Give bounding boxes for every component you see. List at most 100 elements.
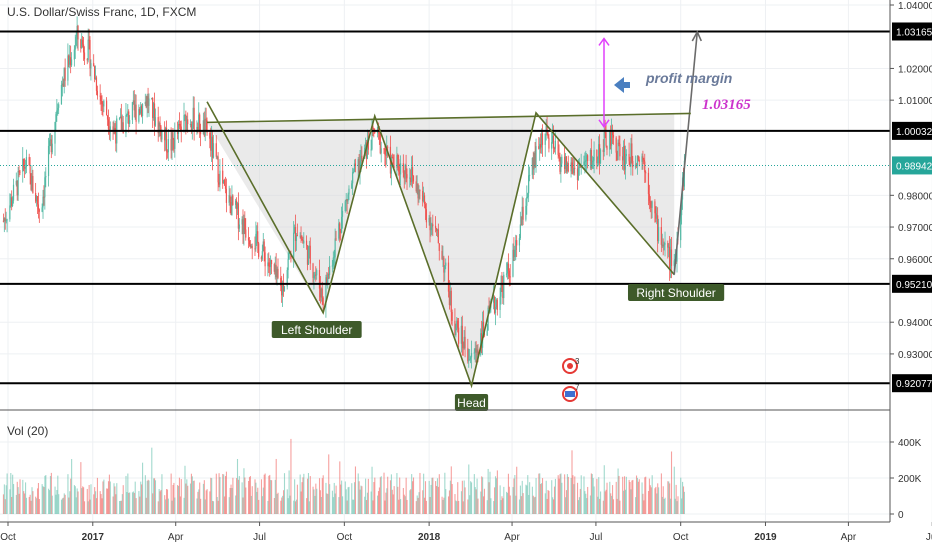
candle-body: [37, 204, 40, 210]
volume-bar: [635, 497, 637, 514]
volume-bar: [617, 468, 619, 514]
volume-bar: [483, 488, 486, 514]
volume-bar: [294, 479, 296, 514]
candle-body: [438, 243, 440, 251]
candle-body: [206, 120, 208, 133]
volume-bar: [177, 485, 180, 514]
volume-bar: [43, 487, 45, 514]
candle-body: [36, 196, 39, 205]
candle-body: [346, 199, 348, 202]
volume-bar: [383, 472, 385, 514]
candle-body: [215, 143, 217, 157]
volume-bar: [23, 491, 25, 514]
volume-bar: [431, 477, 433, 514]
candle-body: [409, 177, 411, 179]
volume-bar: [302, 477, 304, 514]
volume-bar: [295, 499, 298, 514]
volume-bar: [101, 498, 103, 514]
volume-bar: [480, 491, 482, 514]
volume-bar: [435, 485, 438, 514]
candle-body: [534, 152, 536, 167]
volume-bar: [654, 488, 656, 514]
candle-body: [571, 162, 573, 168]
candle-body: [505, 273, 508, 275]
volume-bar: [36, 498, 38, 514]
candle-body: [418, 190, 420, 199]
candle-body: [327, 274, 329, 284]
candle-body: [236, 203, 239, 209]
time-tick-label: Oct: [673, 532, 689, 543]
candle-body: [118, 118, 121, 120]
volume-bar: [522, 493, 524, 514]
volume-bar: [683, 491, 685, 514]
event-count-2: 7: [575, 383, 580, 392]
volume-bar: [393, 486, 395, 514]
volume-bar: [565, 497, 567, 514]
volume-bar: [520, 496, 522, 514]
volume-bar: [48, 490, 51, 514]
candle-body: [374, 131, 376, 134]
volume-bar: [250, 495, 252, 514]
volume-bar: [138, 491, 140, 514]
candle-body: [533, 152, 535, 170]
volume-bar: [271, 480, 273, 514]
candle-body: [512, 249, 514, 277]
candle-body: [655, 213, 657, 219]
candle-body: [185, 114, 187, 131]
volume-bar: [331, 490, 333, 514]
volume-bar: [106, 488, 108, 514]
volume-tick-label: 400K: [898, 438, 922, 449]
candle-body: [42, 196, 44, 208]
candle-body: [436, 229, 439, 231]
volume-bar: [112, 496, 114, 514]
candle-body: [73, 49, 75, 60]
volume-bar: [482, 477, 484, 514]
volume-bar: [638, 479, 640, 514]
volume-bar: [249, 476, 251, 514]
volume-bar: [126, 492, 128, 514]
candle-body: [153, 103, 156, 126]
volume-axis: 400K 200K 0: [890, 438, 922, 521]
candle-body: [205, 118, 207, 121]
volume-bar: [561, 482, 563, 514]
candle-body: [19, 171, 21, 173]
volume-bar: [566, 474, 568, 514]
volume-bar: [328, 454, 330, 514]
candle-body: [622, 156, 624, 161]
volume-bar: [467, 499, 469, 514]
volume-bar: [58, 494, 60, 514]
volume-bar: [210, 477, 212, 514]
candle-body: [232, 195, 234, 205]
volume-bar: [229, 488, 231, 514]
candle-body: [141, 104, 144, 117]
volume-bar: [306, 498, 308, 514]
candle-body: [649, 200, 651, 203]
volume-bar: [573, 484, 575, 514]
breakout-arrowhead: [691, 30, 703, 42]
candle-body: [516, 240, 518, 246]
candle-body: [199, 131, 202, 135]
volume-bar: [295, 501, 297, 514]
candle-body: [164, 127, 167, 141]
candle-body: [399, 171, 401, 175]
candle-body: [256, 231, 258, 234]
candle-body: [251, 245, 253, 249]
candle-body: [6, 219, 8, 221]
candle-body: [67, 55, 69, 81]
volume-bar: [564, 474, 566, 514]
volume-bar: [548, 490, 550, 514]
volume-bar: [604, 491, 606, 514]
candle-body: [75, 36, 77, 46]
candle-body: [322, 297, 324, 306]
candle-body: [404, 164, 406, 179]
volume-bar: [199, 482, 201, 514]
candle-body: [281, 285, 283, 296]
price-axis: 1.03165 1.00032 0.95210 0.92077 0.98942 1.040…: [890, 1, 932, 393]
volume-bar: [321, 478, 323, 514]
volume-bar: [501, 496, 503, 514]
volume-bar: [306, 478, 309, 514]
volume-bar: [682, 481, 684, 514]
volume-bar: [183, 497, 185, 514]
volume-bar: [245, 487, 247, 514]
